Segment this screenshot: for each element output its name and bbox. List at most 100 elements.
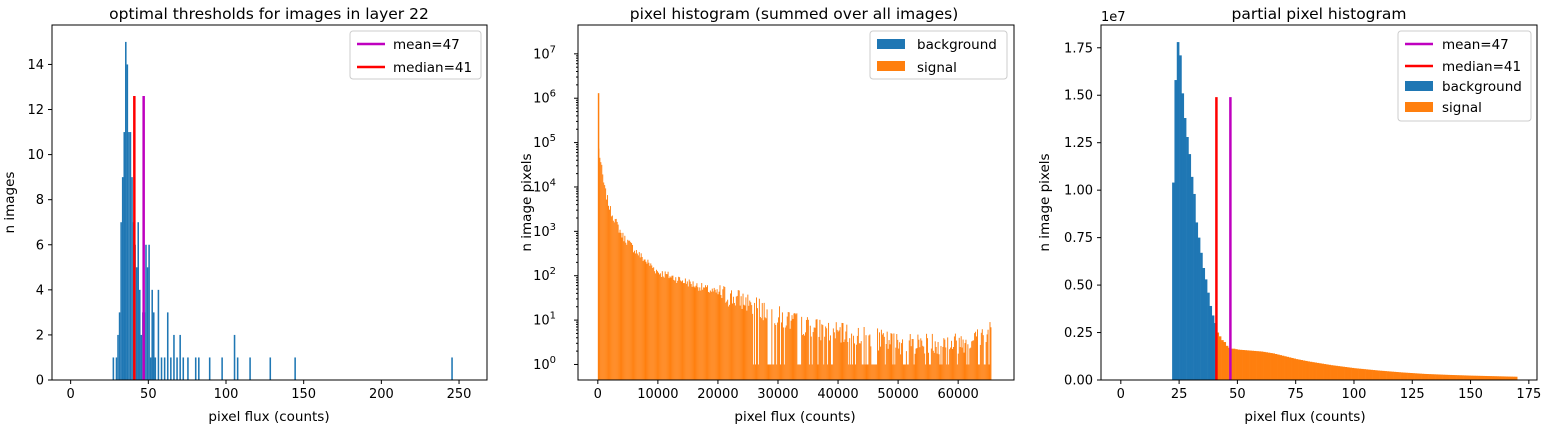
panel2-plot-area	[597, 93, 992, 381]
panel3-sig-bar-30	[1286, 356, 1289, 380]
panel2-bar-372	[955, 340, 957, 380]
panel1-bar-23	[149, 357, 152, 380]
panel2-bar-151	[743, 304, 745, 380]
panel2-bar-25	[622, 232, 624, 380]
panel2-bar-52	[648, 262, 650, 380]
panel2-legend: background signal	[869, 30, 1008, 80]
panel3-sig-bar-117	[1489, 376, 1492, 380]
panel2-bar-318	[903, 364, 905, 380]
panel2-bar-240	[829, 340, 830, 380]
panel2-bar-408	[990, 327, 992, 380]
panel3-sig-bar-4	[1225, 345, 1229, 380]
panel2-bar-241	[829, 335, 831, 380]
panel2-bar-150	[742, 293, 744, 380]
panel2-bar-139	[731, 303, 733, 380]
panel2-bar-114	[707, 291, 709, 380]
panel2-bar-331	[916, 348, 918, 380]
panel2-bar-182	[773, 364, 775, 380]
panel2-bar-364	[948, 364, 950, 380]
panel2-bar-276	[863, 326, 865, 380]
panel1-bar-11	[131, 177, 133, 380]
panel2-bar-70	[665, 273, 667, 380]
panel2-bar-210	[800, 364, 802, 380]
panel2-bar-69	[664, 271, 666, 380]
panel2-bar-300	[886, 331, 888, 380]
panel3-sig-bar-41	[1312, 362, 1315, 380]
panel2-bar-154	[746, 310, 748, 380]
panel2-bar-171	[762, 320, 764, 380]
panel2-bar-168	[759, 316, 761, 380]
panel2-bar-92	[686, 281, 688, 380]
panel2-bar-155	[747, 294, 749, 380]
panel3-sig-bar-127	[1512, 376, 1516, 380]
panel2-bar-39	[635, 250, 637, 380]
panel2-bar-143	[735, 296, 737, 380]
panel3-sig-bar-31	[1288, 357, 1292, 380]
panel2-bar-31	[628, 240, 630, 380]
panel2-bar-177	[768, 364, 770, 380]
panel2-bar-206	[796, 313, 798, 380]
panel2-bar-190	[780, 322, 782, 380]
panel1-bar-29	[163, 357, 166, 380]
panel2-bar-326	[911, 338, 913, 380]
panel2-bar-72	[667, 271, 669, 380]
panel2-bar-296	[882, 333, 884, 380]
panel2-bar-395	[977, 364, 979, 380]
panel2-bar-137	[730, 293, 732, 380]
panel2-xtick-label: 30000	[757, 387, 798, 402]
panel3-sig-bar-64	[1365, 369, 1369, 380]
panel3-sig-bar-82	[1407, 372, 1411, 380]
panel2-bar-357	[941, 364, 943, 380]
panel2-bar-271	[858, 343, 860, 380]
panel3-legend: mean=47 median=41 background signal	[1397, 30, 1532, 122]
panel3-sig-bar-74	[1388, 371, 1392, 380]
panel3-sig-bar-2	[1221, 340, 1224, 380]
panel2-bar-32	[629, 240, 631, 380]
panel3-ytick-label: 1.00	[1064, 184, 1093, 199]
panel1-bar-46	[451, 357, 453, 380]
panel3-sig-bar-107	[1465, 375, 1469, 380]
panel2-bar-180	[771, 309, 773, 380]
panel3-offset-text: 1e7	[1101, 10, 1126, 25]
panel3-sig-bar-101	[1451, 375, 1455, 380]
panel2-bar-238	[827, 364, 829, 380]
panel2-bar-75	[670, 277, 672, 380]
panel3-sig-bar-100	[1449, 374, 1453, 380]
panel2-bar-311	[897, 339, 899, 380]
panel2-bar-192	[782, 327, 784, 380]
panel2-bar-292	[878, 332, 880, 380]
panel2-bar-393	[976, 336, 978, 380]
panel2-bar-26	[623, 241, 625, 380]
panel3-sig-bar-68	[1374, 370, 1378, 380]
panel2-bar-147	[739, 305, 741, 380]
panel3-sig-bar-115	[1484, 375, 1488, 380]
panel2-bar-212	[802, 335, 804, 380]
panel2-legend-signal-label: signal	[917, 60, 957, 76]
panel2-bar-256	[844, 339, 846, 380]
panel2-bar-396	[978, 364, 980, 380]
panel2-bar-223	[812, 332, 814, 380]
panel2-bar-390	[973, 340, 975, 380]
panel2-bar-237	[826, 328, 828, 380]
panel2-bar-329	[914, 353, 916, 380]
panel2-bar-43	[639, 257, 641, 380]
panel2-bar-279	[866, 364, 868, 380]
panel2-bar-371	[954, 333, 956, 380]
panel2-bar-44	[640, 253, 642, 380]
panel2-xtick-label: 10000	[637, 387, 678, 402]
panel2-bar-200	[790, 320, 792, 380]
panel2-legend-signal-swatch	[877, 61, 905, 71]
panel2-bar-13	[610, 216, 612, 380]
panel2-bar-96	[690, 284, 692, 380]
panel3-sig-bar-98	[1444, 374, 1448, 380]
panel3-bg-bar-14	[1204, 279, 1208, 380]
panel3-sig-bar-39	[1307, 361, 1310, 380]
panel3-sig-bar-120	[1496, 376, 1499, 380]
panel2-bar-166	[757, 364, 759, 380]
panel3-sig-bar-103	[1456, 375, 1460, 380]
panel2-bar-126	[719, 285, 721, 380]
panel3-xtick-label: 125	[1400, 387, 1425, 402]
panel2-bar-407	[989, 322, 991, 380]
panel2-bar-314	[900, 354, 902, 380]
panel2-bar-356	[940, 345, 942, 380]
